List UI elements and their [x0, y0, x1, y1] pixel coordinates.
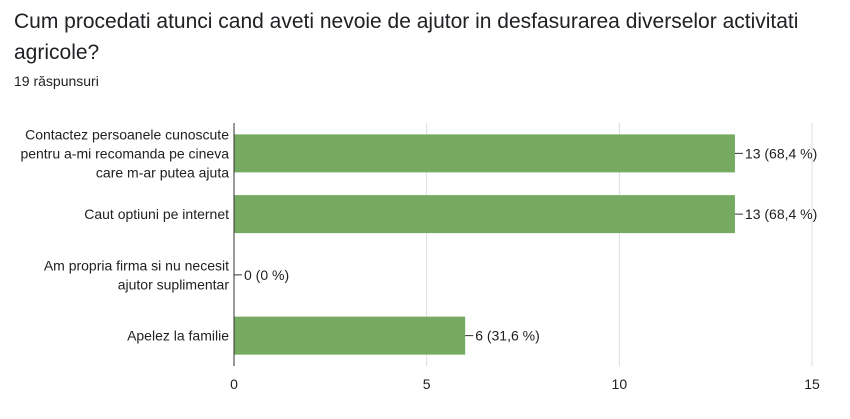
data-label: 13 (68,4 %)	[745, 206, 817, 222]
category-label: Caut optiuni pe internet	[84, 206, 229, 222]
response-count: 19 răspunsuri	[14, 73, 99, 89]
data-label: 6 (31,6 %)	[475, 328, 540, 344]
chart-title: Cum procedati atunci cand aveti nevoie d…	[14, 10, 799, 64]
category-label: ajutor suplimentar	[118, 276, 230, 292]
bar	[234, 195, 735, 234]
x-tick-label: 15	[804, 376, 820, 392]
bar	[234, 316, 466, 355]
category-label: pentru a-mi recomanda pe cineva	[20, 145, 229, 161]
category-label: care m-ar putea ajuta	[96, 164, 229, 180]
category-label: Am propria firma si nu necesit	[44, 257, 229, 273]
data-label: 13 (68,4 %)	[745, 145, 817, 161]
bar	[234, 134, 735, 173]
category-label: Contactez persoanele cunoscute	[25, 126, 229, 142]
x-tick-label: 0	[230, 376, 238, 392]
x-tick-label: 10	[612, 376, 628, 392]
x-tick-label: 5	[423, 376, 431, 392]
data-label: 0 (0 %)	[244, 267, 289, 283]
category-label: Apelez la familie	[127, 328, 229, 344]
